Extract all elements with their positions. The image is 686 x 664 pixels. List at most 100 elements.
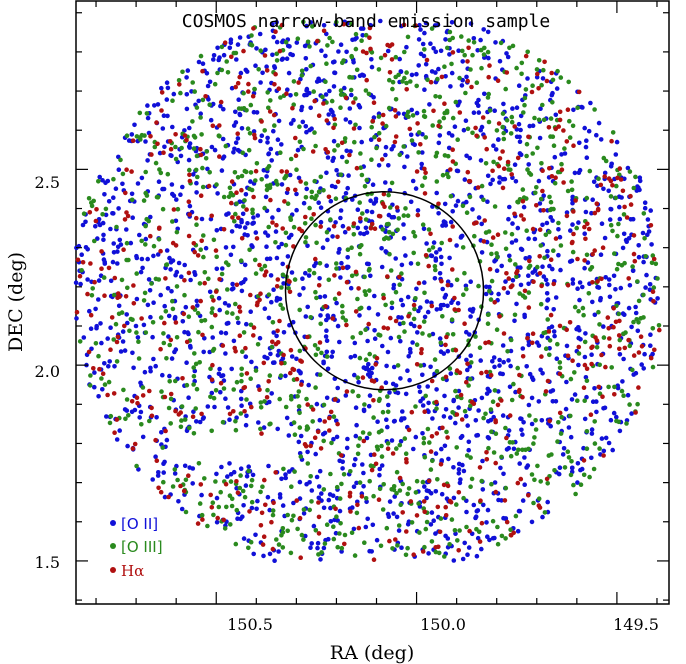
point-oii [370, 522, 376, 528]
point-oii [637, 175, 643, 180]
point-halpha [549, 174, 555, 179]
point-oii [621, 356, 626, 362]
point-oiii [291, 102, 297, 107]
point-oii [320, 245, 326, 250]
point-halpha [327, 415, 332, 421]
point-oiii [468, 376, 473, 382]
point-oii [589, 427, 595, 432]
point-oiii [587, 168, 593, 174]
point-halpha [615, 175, 620, 181]
point-oii [405, 294, 411, 300]
point-oii [309, 126, 314, 131]
point-oii [630, 268, 636, 273]
point-oiii [173, 378, 178, 384]
point-halpha [132, 441, 138, 447]
point-halpha [237, 309, 243, 314]
point-halpha [582, 224, 587, 230]
point-halpha [565, 107, 571, 112]
point-oiii [272, 123, 277, 128]
point-oiii [296, 404, 302, 409]
point-halpha [543, 389, 549, 394]
point-oii [540, 514, 545, 520]
point-halpha [331, 224, 337, 229]
point-oii [607, 217, 613, 222]
point-halpha [264, 395, 270, 400]
point-oii [476, 110, 482, 115]
point-oiii [340, 315, 346, 320]
point-halpha [186, 270, 192, 276]
point-oiii [367, 478, 373, 484]
point-oii [545, 248, 550, 254]
point-oii [465, 423, 471, 428]
point-oiii [432, 264, 438, 269]
point-halpha [262, 53, 268, 58]
point-halpha [131, 301, 137, 306]
point-oii [571, 107, 576, 113]
point-oiii [587, 474, 592, 480]
point-halpha [428, 449, 434, 454]
point-halpha [565, 283, 571, 288]
point-halpha [650, 289, 656, 295]
point-halpha [415, 212, 421, 218]
point-halpha [192, 249, 197, 255]
point-oii [550, 388, 556, 393]
point-oii [169, 182, 175, 187]
point-oii [443, 407, 449, 412]
point-oii [437, 271, 443, 276]
point-oii [312, 263, 317, 269]
point-halpha [490, 235, 496, 240]
point-oiii [274, 51, 280, 57]
point-oii [169, 153, 174, 159]
point-oiii [376, 130, 382, 136]
point-halpha [456, 307, 461, 313]
point-oii [454, 168, 460, 174]
point-oiii [490, 518, 496, 524]
point-oiii [205, 523, 210, 529]
point-halpha [564, 327, 569, 333]
point-oii [526, 281, 531, 287]
point-oii [267, 507, 273, 513]
point-oiii [494, 251, 499, 256]
point-oii [585, 260, 591, 265]
point-oii [330, 60, 336, 65]
point-oiii [241, 330, 247, 335]
point-oiii [379, 443, 384, 449]
point-oii [281, 330, 287, 335]
point-oii [512, 162, 518, 167]
point-oii [422, 87, 427, 92]
point-oii [430, 416, 435, 421]
point-oii [506, 428, 512, 433]
point-oiii [186, 314, 192, 320]
point-oiii [486, 445, 491, 451]
point-halpha [270, 339, 275, 345]
point-halpha [369, 467, 375, 473]
point-oiii [512, 312, 518, 318]
point-oiii [416, 130, 422, 135]
point-oiii [286, 286, 291, 291]
point-oii [243, 277, 248, 282]
point-oiii [209, 310, 215, 315]
point-oii [507, 204, 512, 210]
point-halpha [100, 371, 106, 377]
point-oii [445, 348, 451, 354]
point-oii [569, 465, 575, 471]
point-oiii [258, 400, 264, 405]
point-halpha [285, 186, 291, 192]
point-oii [485, 507, 491, 513]
point-oiii [464, 453, 470, 458]
point-oiii [410, 113, 416, 118]
point-oii [518, 113, 524, 119]
legend-label-oii: [O II] [121, 515, 158, 533]
point-oiii [393, 289, 399, 295]
point-oii [365, 516, 371, 522]
point-oii [473, 418, 479, 423]
point-oiii [233, 301, 238, 307]
point-oiii [307, 205, 312, 211]
point-oii [433, 258, 439, 263]
point-oiii [259, 267, 264, 272]
point-oii [214, 471, 219, 477]
point-oiii [344, 159, 350, 165]
point-halpha [469, 84, 474, 90]
point-oii [336, 49, 341, 54]
point-oii [365, 338, 370, 344]
